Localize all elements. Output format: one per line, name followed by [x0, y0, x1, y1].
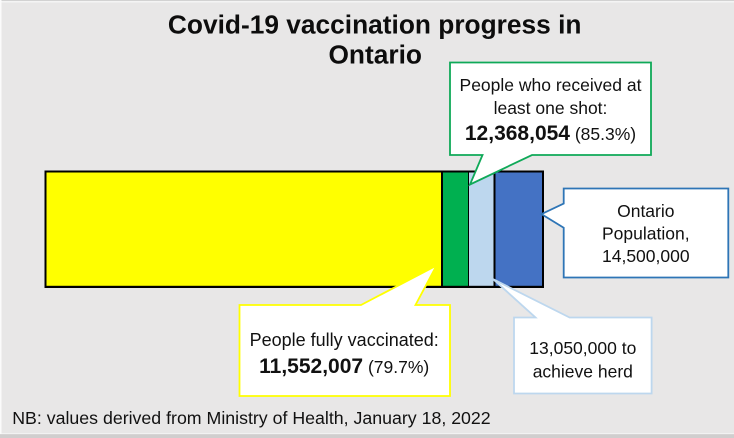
svg-text:Covid-19 vaccination progress: Covid-19 vaccination progress in: [168, 10, 582, 40]
svg-text:People fully vaccinated:: People fully vaccinated:: [250, 330, 439, 350]
svg-text:Ontario: Ontario: [328, 39, 422, 69]
svg-text:13,050,000 to: 13,050,000 to: [529, 338, 636, 358]
svg-text:11,552,007 (79.7%): 11,552,007 (79.7%): [259, 355, 429, 378]
svg-text:Population,: Population,: [602, 224, 690, 244]
svg-text:12,368,054 (85.3%): 12,368,054 (85.3%): [465, 122, 636, 145]
svg-text:least one shot:: least one shot:: [494, 98, 608, 118]
svg-text:achieve herd: achieve herd: [533, 361, 633, 381]
svg-text:Ontario: Ontario: [617, 201, 674, 221]
svg-text:People who received at: People who received at: [460, 75, 642, 95]
svg-text:14,500,000: 14,500,000: [602, 246, 690, 266]
svg-text:NB: values derived from Minist: NB: values derived from Ministry of Heal…: [12, 408, 491, 428]
